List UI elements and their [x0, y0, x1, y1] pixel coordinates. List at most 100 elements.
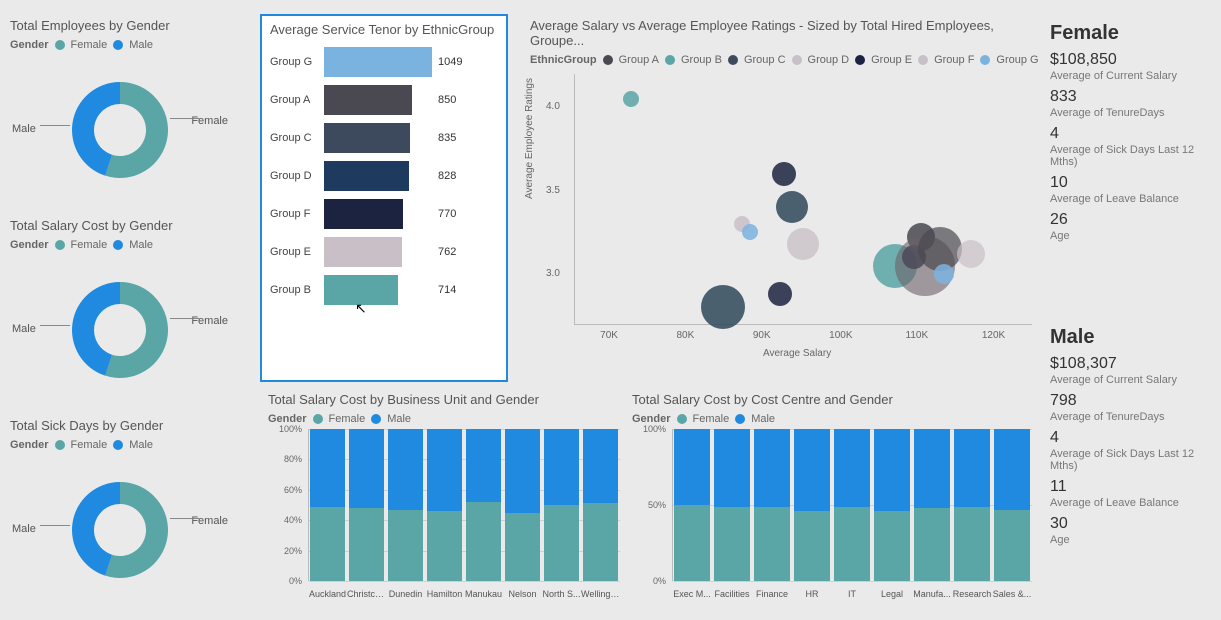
scatter-bubble[interactable]: [776, 191, 808, 223]
tenor-bar-row[interactable]: Group E 762: [270, 233, 498, 271]
female-label: Female: [191, 515, 228, 527]
card-value: $108,307: [1050, 355, 1216, 373]
card-value: 26: [1050, 211, 1216, 229]
card-label: Average of Sick Days Last 12 Mths): [1050, 144, 1216, 168]
scatter-bubble[interactable]: [742, 224, 758, 240]
scatter-bubble[interactable]: [768, 282, 792, 306]
stack-seg-male: [714, 429, 750, 507]
scatter-bubble[interactable]: [934, 264, 954, 284]
tenor-bar-row[interactable]: Group B 714: [270, 271, 498, 309]
stack-bar[interactable]: [914, 429, 950, 581]
stack-xlabel: Hamilton: [425, 589, 464, 599]
scatter-bubble[interactable]: [957, 240, 985, 268]
stack-bar[interactable]: [427, 429, 462, 581]
scatter-title: Average Salary vs Average Employee Ratin…: [530, 18, 1040, 48]
stack-bar[interactable]: [714, 429, 750, 581]
stack-xlabel: Christch...: [347, 589, 386, 599]
male-label: Male: [12, 523, 36, 535]
scatter-bubble[interactable]: [623, 91, 639, 107]
card-label: Average of TenureDays: [1050, 107, 1216, 119]
card-label: Average of Current Salary: [1050, 70, 1216, 82]
tenor-bar-row[interactable]: Group G 1049: [270, 43, 498, 81]
stack-seg-male: [794, 429, 830, 511]
tenor-bar-value: 828: [438, 170, 456, 182]
stack-xlabel: Dunedin: [386, 589, 425, 599]
card-male[interactable]: Male $108,307 Average of Current Salary …: [1050, 326, 1216, 546]
stack-seg-male: [674, 429, 710, 505]
stacked-cc-legend: Gender Female Male: [632, 413, 1032, 425]
stack-bar[interactable]: [794, 429, 830, 581]
stack-xlabel: Manukau: [464, 589, 503, 599]
card-value: 833: [1050, 88, 1216, 106]
scatter-visual[interactable]: Average Salary vs Average Employee Ratin…: [530, 18, 1040, 368]
stacked-bu-visual[interactable]: Total Salary Cost by Business Unit and G…: [268, 392, 620, 614]
stack-bar[interactable]: [583, 429, 618, 581]
stack-seg-female: [388, 510, 423, 581]
tenor-bar: [324, 237, 402, 267]
stack-bar[interactable]: [388, 429, 423, 581]
male-swatch: [371, 414, 381, 424]
stacked-cc-visual[interactable]: Total Salary Cost by Cost Centre and Gen…: [632, 392, 1032, 614]
stack-seg-female: [349, 508, 384, 581]
donut-legend: Gender Female Male: [10, 239, 254, 251]
stack-bar[interactable]: [954, 429, 990, 581]
stack-xlabel: Manufa...: [912, 589, 952, 599]
card-value: $108,850: [1050, 51, 1216, 69]
card-female[interactable]: Female $108,850 Average of Current Salar…: [1050, 22, 1216, 242]
tenor-bar: [324, 123, 410, 153]
stack-bar[interactable]: [994, 429, 1030, 581]
stack-seg-male: [388, 429, 423, 510]
card-value: 798: [1050, 392, 1216, 410]
stack-xlabel: Auckland: [308, 589, 347, 599]
tenor-bar-row[interactable]: Group D 828: [270, 157, 498, 195]
tenor-bar-label: Group D: [270, 170, 324, 182]
card-value: 4: [1050, 429, 1216, 447]
stacked-bu-title: Total Salary Cost by Business Unit and G…: [268, 392, 620, 407]
stack-bar[interactable]: [310, 429, 345, 581]
tenor-bar-value: 714: [438, 284, 456, 296]
tenor-bar-row[interactable]: Group F 770: [270, 195, 498, 233]
stack-bar[interactable]: [349, 429, 384, 581]
female-label: Female: [191, 315, 228, 327]
stack-seg-male: [834, 429, 870, 507]
tenor-bar-label: Group C: [270, 132, 324, 144]
stack-bar[interactable]: [874, 429, 910, 581]
stack-xlabel: Sales &...: [992, 589, 1032, 599]
stack-bar[interactable]: [505, 429, 540, 581]
stack-seg-female: [794, 511, 830, 581]
scatter-bubble[interactable]: [701, 285, 745, 329]
donut-visual[interactable]: Total Sick Days by Gender Gender Female …: [10, 418, 254, 608]
stack-bar[interactable]: [466, 429, 501, 581]
card-label: Age: [1050, 230, 1216, 242]
stack-seg-male: [310, 429, 345, 507]
donut-visual[interactable]: Total Salary Cost by Gender Gender Femal…: [10, 218, 254, 408]
stack-xlabel: Wellingt...: [581, 589, 620, 599]
card-female-header: Female: [1050, 22, 1216, 45]
stack-xlabel: North S...: [542, 589, 581, 599]
donut-legend: Gender Female Male: [10, 39, 254, 51]
stack-seg-female: [914, 508, 950, 581]
stack-seg-female: [427, 511, 462, 581]
stack-bar[interactable]: [834, 429, 870, 581]
tenor-bar-row[interactable]: Group C 835: [270, 119, 498, 157]
stack-seg-female: [466, 502, 501, 581]
tenor-bar: [324, 47, 432, 77]
tenor-visual[interactable]: Average Service Tenor by EthnicGroup Gro…: [260, 14, 508, 382]
stack-bar[interactable]: [674, 429, 710, 581]
scatter-bubble[interactable]: [787, 228, 819, 260]
donut-visual[interactable]: Total Employees by Gender Gender Female …: [10, 18, 254, 208]
stack-bar[interactable]: [544, 429, 579, 581]
stacked-bu-legend: Gender Female Male: [268, 413, 620, 425]
scatter-bubble[interactable]: [772, 162, 796, 186]
stack-bar[interactable]: [754, 429, 790, 581]
tenor-title: Average Service Tenor by EthnicGroup: [270, 22, 498, 37]
tenor-bar-label: Group F: [270, 208, 324, 220]
female-swatch: [313, 414, 323, 424]
stack-xlabel: Exec M...: [672, 589, 712, 599]
tenor-bar: [324, 199, 403, 229]
stack-seg-female: [505, 513, 540, 581]
stack-xlabel: Legal: [872, 589, 912, 599]
tenor-bar-row[interactable]: Group A 850: [270, 81, 498, 119]
card-value: 30: [1050, 515, 1216, 533]
stack-seg-female: [994, 510, 1030, 581]
